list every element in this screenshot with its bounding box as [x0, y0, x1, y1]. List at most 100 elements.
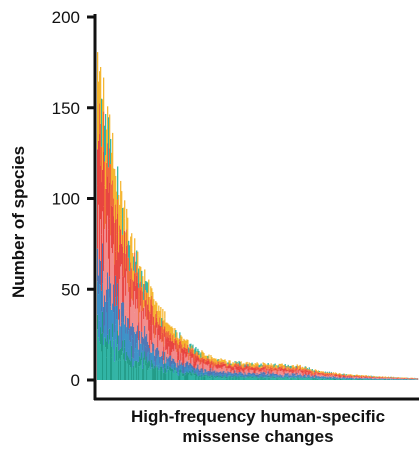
- bar: [282, 365, 284, 380]
- bar-segment: [364, 376, 367, 378]
- bar-segment: [250, 377, 252, 380]
- bar-segment: [348, 376, 351, 378]
- bar-segment: [111, 152, 113, 185]
- bar-segment: [312, 372, 314, 374]
- bar-segment: [194, 368, 196, 371]
- bar: [379, 376, 382, 380]
- bar-segment: [302, 376, 304, 378]
- bar-segment: [123, 359, 125, 380]
- bar-segment: [257, 377, 259, 379]
- bar-segment: [186, 366, 188, 372]
- bar-segment: [144, 339, 146, 352]
- bar: [399, 377, 402, 380]
- bar-segment: [111, 184, 113, 206]
- bar-segment: [212, 362, 214, 367]
- bar-segment: [127, 363, 129, 380]
- bar-segment: [228, 372, 230, 374]
- bar-segment: [333, 373, 335, 375]
- bar-segment: [159, 357, 161, 364]
- bar-segment: [132, 338, 134, 358]
- bar-segment: [383, 378, 386, 379]
- bar: [362, 375, 365, 380]
- bar-segment: [343, 373, 346, 375]
- bar: [281, 363, 283, 380]
- bar-segment: [192, 369, 194, 373]
- bar-segment: [307, 371, 309, 373]
- bar-segment: [116, 346, 118, 361]
- bar-segment: [171, 335, 173, 342]
- bar-segment: [110, 138, 112, 165]
- bar: [374, 376, 377, 380]
- bar-segment: [332, 372, 334, 374]
- bar-segment: [351, 375, 354, 377]
- bar-segment: [260, 373, 262, 377]
- bar-segment: [234, 376, 236, 380]
- bar-segment: [297, 372, 299, 375]
- bar-segment: [183, 338, 185, 347]
- bar-segment: [337, 378, 339, 379]
- bar-segment: [343, 375, 346, 376]
- bar: [150, 286, 152, 380]
- bar-segment: [182, 356, 184, 366]
- bar-segment: [188, 368, 190, 373]
- bar-segment: [348, 374, 351, 376]
- bar-segment: [101, 333, 103, 352]
- bar-segment: [149, 361, 151, 367]
- bar-segment: [292, 374, 294, 377]
- bar: [155, 301, 157, 380]
- bar: [133, 256, 135, 380]
- bar-segment: [209, 376, 211, 379]
- bar: [103, 77, 105, 380]
- bar: [265, 364, 267, 380]
- bar-segment: [158, 354, 160, 366]
- bar: [344, 374, 347, 380]
- bar-segment: [335, 377, 337, 378]
- bar: [216, 360, 218, 380]
- bar-segment: [270, 369, 272, 374]
- bar-segment: [152, 315, 154, 325]
- bar-segment: [170, 348, 172, 356]
- bar-segment: [159, 340, 161, 349]
- bar: [346, 374, 349, 380]
- bar-segment: [287, 374, 289, 378]
- bar-segment: [369, 378, 372, 380]
- bar-segment: [258, 371, 260, 375]
- bar-segment: [155, 334, 157, 350]
- bar: [365, 375, 368, 380]
- bar-segment: [325, 372, 327, 374]
- bar-segment: [204, 368, 206, 372]
- bar-segment: [127, 217, 129, 245]
- bar: [231, 363, 233, 380]
- bar-segment: [369, 379, 372, 380]
- bar-segment: [326, 372, 328, 374]
- bar-segment: [268, 373, 270, 376]
- bar-segment: [100, 67, 102, 124]
- bar-segment: [289, 371, 291, 375]
- bar-segment: [305, 375, 307, 377]
- bar: [108, 117, 110, 380]
- bar-segment: [301, 378, 303, 380]
- bar-segment: [237, 377, 239, 378]
- bar-segment: [279, 366, 281, 369]
- bar-segment: [333, 376, 335, 378]
- bar-segment: [353, 379, 356, 380]
- bar-segment: [147, 319, 149, 342]
- bar-segment: [141, 343, 143, 353]
- bar-segment: [101, 182, 103, 235]
- bar-segment: [244, 368, 246, 370]
- bar-segment: [194, 354, 196, 356]
- bar-segment: [227, 371, 229, 374]
- bar-segment: [331, 379, 333, 380]
- bar-segment: [299, 367, 301, 371]
- y-tick-label-150: 150: [52, 99, 80, 118]
- bar: [260, 363, 262, 380]
- bar-segment: [164, 367, 166, 380]
- bar-segment: [130, 342, 132, 362]
- bar-segment: [335, 376, 337, 378]
- bar-segment: [125, 295, 127, 316]
- bar-segment: [196, 355, 198, 358]
- bar-segment: [185, 340, 187, 349]
- bar-segment: [352, 375, 355, 377]
- bar-segment: [129, 271, 131, 287]
- bar: [262, 362, 264, 380]
